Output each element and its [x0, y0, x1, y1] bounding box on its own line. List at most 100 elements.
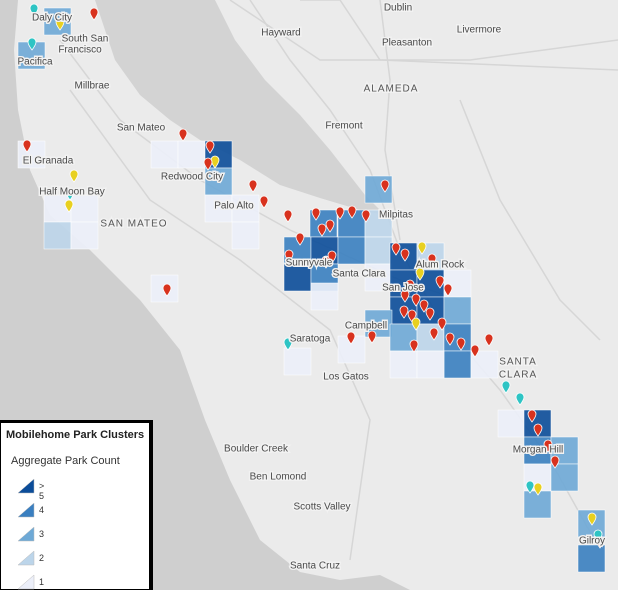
- grid-cell: [416, 323, 445, 352]
- legend-label: 4: [39, 505, 45, 515]
- grid-cell: [389, 350, 418, 379]
- legend-title: Mobilehome Park Clusters: [6, 429, 145, 441]
- grid-cell: [577, 544, 606, 573]
- pin: [325, 219, 335, 233]
- legend-label: 1: [39, 577, 45, 587]
- pin: [89, 7, 99, 21]
- place-label: SANTA: [499, 357, 537, 368]
- pin: [311, 207, 321, 221]
- grid-cell: [364, 175, 393, 204]
- pin: [443, 283, 453, 297]
- legend-label: 2: [39, 553, 45, 563]
- pin: [411, 317, 421, 331]
- pin: [400, 248, 410, 262]
- place-label: Livermore: [457, 25, 502, 36]
- place-label: Santa Cruz: [290, 561, 340, 572]
- place-label: Campbell: [345, 321, 387, 332]
- pin: [259, 195, 269, 209]
- pin: [22, 139, 32, 153]
- grid-cell: [550, 463, 579, 492]
- pin: [29, 3, 39, 17]
- pin: [550, 455, 560, 469]
- place-label: El Granada: [23, 156, 74, 167]
- grid-cell: [204, 167, 233, 196]
- pin: [543, 439, 553, 453]
- place-label: Millbrae: [74, 81, 109, 92]
- grid-cell: [150, 140, 179, 169]
- grid-cell: [17, 140, 46, 169]
- grid-cell: [337, 236, 366, 265]
- legend-subtitle: Aggregate Park Count: [11, 455, 120, 467]
- pin: [411, 293, 421, 307]
- swatch: [17, 478, 35, 494]
- place-label: Scotts Valley: [293, 502, 350, 513]
- grid-cell: [416, 350, 445, 379]
- legend: Mobilehome Park Clusters Aggregate Park …: [0, 420, 153, 590]
- pin: [162, 283, 172, 297]
- swatch: [17, 550, 35, 566]
- place-label: San Jose: [382, 283, 424, 294]
- pin: [284, 249, 294, 263]
- pin: [587, 512, 597, 526]
- pin: [527, 409, 537, 423]
- place-label: Santa Clara: [333, 269, 386, 280]
- grid-cell: [364, 236, 393, 265]
- place-label: Pleasanton: [382, 38, 432, 49]
- pin: [55, 17, 65, 31]
- pin: [399, 305, 409, 319]
- pin: [361, 209, 371, 223]
- pins: [22, 3, 605, 549]
- place-label: ALAMEDA: [364, 84, 419, 95]
- place-label: Dublin: [384, 3, 412, 14]
- pin: [470, 344, 480, 358]
- pin: [317, 223, 327, 237]
- place-label: Half Moon Bay: [39, 187, 105, 198]
- pin: [415, 267, 425, 281]
- place-label: Milpitas: [379, 210, 413, 221]
- pin: [484, 333, 494, 347]
- pin: [203, 157, 213, 171]
- grid-cell: [177, 140, 206, 169]
- pin: [593, 529, 603, 543]
- swatch: [17, 574, 35, 590]
- swatch: [17, 526, 35, 542]
- grid-cell: [310, 282, 339, 311]
- pin: [283, 337, 293, 351]
- grid-cell: [43, 221, 72, 250]
- place-label: Sunnyvale: [286, 258, 333, 269]
- place-label: Morgan Hill: [513, 445, 564, 456]
- pin: [69, 169, 79, 183]
- pin: [27, 37, 37, 51]
- place-label: Francisco: [58, 45, 102, 56]
- place-label: Daly City: [32, 13, 72, 24]
- pin: [425, 307, 435, 321]
- pin: [409, 339, 419, 353]
- pin: [435, 275, 445, 289]
- pin: [456, 337, 466, 351]
- bay: [95, 0, 385, 215]
- grid-cell: [523, 490, 552, 519]
- pin: [295, 232, 305, 246]
- place-label: Saratoga: [290, 334, 331, 345]
- pin: [533, 423, 543, 437]
- legend-swatch: [17, 526, 35, 542]
- pin: [405, 279, 415, 293]
- grid-cell: [550, 436, 579, 465]
- grid-cell: [70, 194, 99, 223]
- grid-cell: [443, 296, 472, 325]
- legend-swatch: [17, 574, 35, 590]
- pin: [391, 242, 401, 256]
- land: [215, 0, 300, 45]
- pin: [427, 253, 437, 267]
- place-label: Fremont: [325, 121, 362, 132]
- place-label: CLARA: [499, 370, 537, 381]
- place-label: San Mateo: [117, 123, 166, 134]
- legend-swatch: [17, 502, 35, 518]
- pin: [367, 330, 377, 344]
- pin: [533, 482, 543, 496]
- grid-cell: [283, 347, 312, 376]
- place-label: SAN MATEO: [100, 219, 167, 230]
- place-label: Alum Rock: [416, 260, 465, 271]
- pin: [347, 205, 357, 219]
